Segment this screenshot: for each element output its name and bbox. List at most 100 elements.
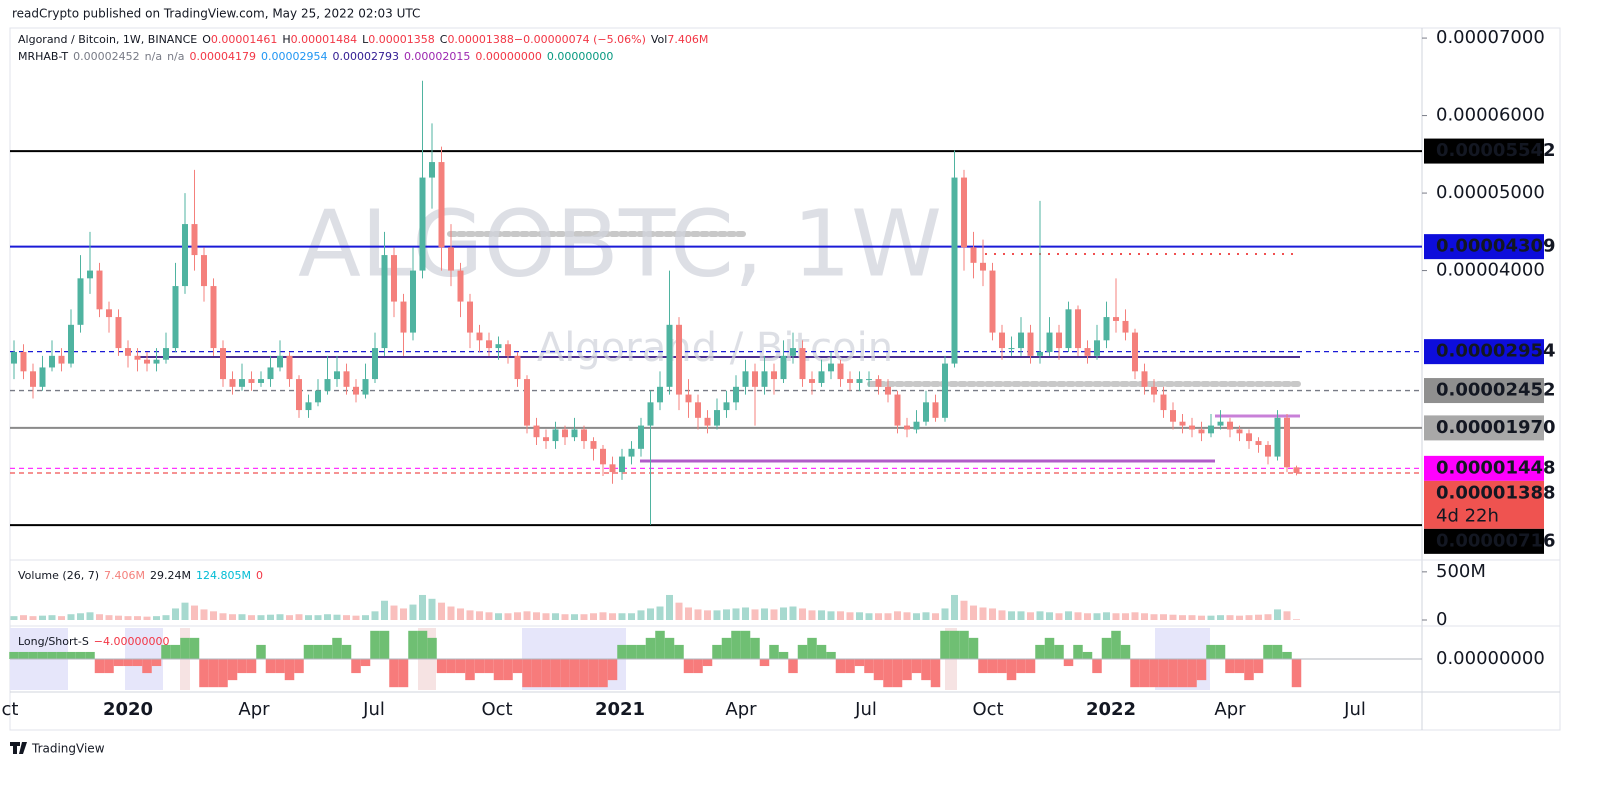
candle-body — [1094, 340, 1100, 356]
legend-value: 0.00001358 — [368, 33, 434, 46]
candle-body — [761, 371, 768, 387]
candle-body — [771, 371, 777, 380]
volume-bar — [685, 607, 692, 620]
ls-bar — [930, 659, 941, 688]
candle-body — [505, 344, 511, 356]
volume-title: Volume (26, 7) — [18, 569, 99, 582]
ls-bar — [360, 659, 371, 667]
countdown: 4d 22h — [1436, 505, 1499, 526]
volume-bar — [704, 610, 711, 620]
legend-title: Algorand / Bitcoin, 1W, BINANCE — [18, 33, 197, 46]
ls-bar — [417, 630, 428, 659]
candle-body — [742, 371, 749, 387]
ls-bar — [332, 637, 342, 659]
candle-body — [913, 421, 920, 430]
ls-bar — [968, 637, 979, 659]
volume-bar — [1217, 615, 1224, 620]
candle-body — [999, 332, 1005, 349]
volume-bar — [86, 612, 94, 620]
ls-bar — [1263, 644, 1273, 659]
ls-bar — [1120, 644, 1131, 659]
candle-body — [248, 379, 255, 383]
legend-value: 0.00001484 — [291, 33, 357, 46]
volume-bar — [286, 615, 293, 620]
legend-key: H — [282, 33, 290, 46]
volume-bar — [457, 608, 464, 620]
ls-bar — [911, 659, 922, 674]
candle-body — [229, 379, 236, 387]
candle-body — [1132, 332, 1138, 372]
candle-body — [638, 425, 644, 449]
indicator-value: 0.00000000 — [547, 50, 613, 63]
ls-bar — [313, 644, 323, 659]
ls-bar — [180, 637, 190, 659]
candle-body — [457, 270, 464, 302]
x-tick-label: Jul — [1343, 699, 1366, 720]
ls-bar — [1177, 659, 1188, 688]
candle-body — [1151, 386, 1157, 395]
ls-bar — [1196, 659, 1207, 681]
volume-bar — [922, 612, 930, 620]
indicator-value: 0.00002015 — [404, 50, 470, 63]
tv-logo — [10, 742, 27, 754]
ls-bar — [959, 630, 969, 659]
volume-bar — [200, 609, 208, 620]
volume-bar — [1245, 615, 1253, 620]
volume-bar — [932, 613, 939, 620]
volume-bar — [428, 598, 436, 620]
x-tick-label: ct — [2, 699, 19, 720]
x-tick-label: Jul — [854, 699, 877, 720]
y-tick-label: 0.00007000 — [1436, 27, 1545, 48]
ls-bar — [645, 637, 656, 659]
volume-bar — [1188, 615, 1196, 620]
watermark-sub: Algorand / Bitcoin — [537, 325, 893, 371]
indicator-value: n/a — [167, 50, 184, 63]
volume-bar — [1017, 611, 1025, 620]
volume-bar — [124, 616, 132, 620]
volume-bar — [143, 616, 151, 620]
volume-bar — [210, 611, 217, 620]
candle-body — [904, 425, 910, 430]
legend-key: L — [362, 33, 369, 46]
candle-body — [1217, 421, 1224, 426]
price-label: 0.00005542 — [1436, 140, 1556, 161]
price-label-bg — [1424, 138, 1544, 164]
candle-body — [1246, 433, 1252, 442]
candle-body — [495, 344, 502, 349]
volume-bar — [951, 594, 958, 620]
volume-bar — [248, 615, 255, 620]
ls-bar — [75, 651, 86, 659]
volume-bar — [1103, 612, 1110, 620]
x-tick-label: Oct — [481, 699, 512, 720]
volume-bar — [181, 602, 189, 620]
ls-bar — [85, 651, 95, 659]
ls-bar — [47, 651, 57, 659]
candle-body — [163, 348, 169, 360]
ls-bar — [484, 659, 494, 674]
volume-bar — [438, 602, 445, 620]
ls-bar — [674, 644, 684, 659]
volume-bar — [409, 604, 417, 620]
indicator-value: 0.00002793 — [332, 50, 398, 63]
candle-body — [951, 177, 958, 364]
ls-value: −4.00000000 — [94, 635, 170, 648]
volume-bar — [229, 614, 236, 620]
candle-body — [1008, 348, 1015, 350]
candle-body — [486, 340, 492, 349]
ls-bar — [199, 659, 209, 688]
volume-bar — [894, 611, 901, 620]
ls-bar — [389, 659, 399, 688]
candle-body — [315, 390, 321, 403]
volume-bar — [941, 608, 949, 620]
volume-bar — [1274, 609, 1281, 620]
volume-bar — [419, 594, 426, 620]
candle-body — [277, 355, 283, 368]
volume-bar — [913, 613, 920, 620]
candle-body — [1122, 320, 1129, 333]
candle-body — [20, 351, 27, 372]
x-tick-label: Oct — [972, 699, 1003, 720]
ls-bar — [522, 659, 532, 688]
footer: TradingView — [31, 742, 105, 756]
ls-bar — [237, 659, 247, 674]
